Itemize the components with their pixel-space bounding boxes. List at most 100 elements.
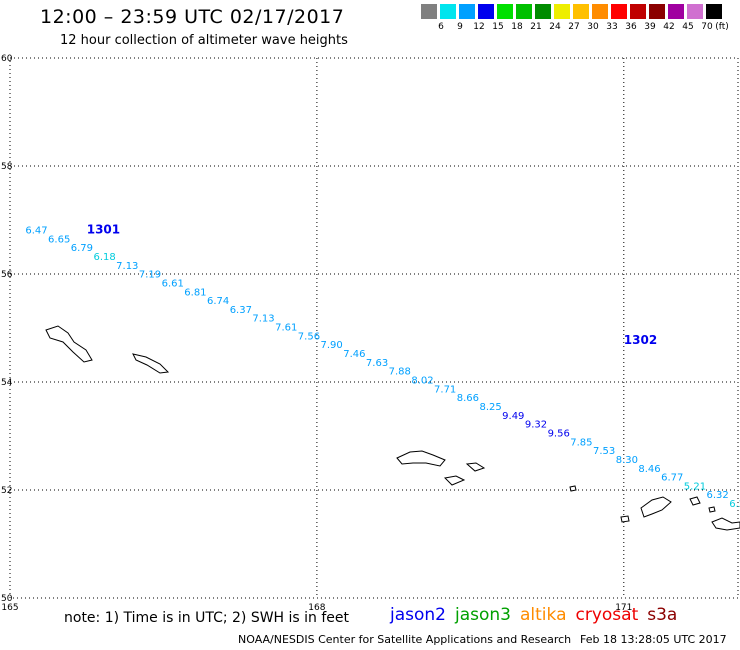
jason2-track-value: 7.19 — [139, 270, 161, 281]
jason2-track-value: 6.32 — [707, 490, 729, 501]
chart-title: 12:00 – 23:59 UTC 02/17/2017 — [40, 6, 345, 28]
jason2-track-value: 7.53 — [593, 446, 615, 457]
land-outlines — [45, 325, 740, 531]
jason2-track-value: 6.77 — [661, 473, 683, 484]
legend-swatch-21 — [535, 4, 551, 19]
legend-label-15: 15 — [492, 22, 504, 32]
jason2-track-value: 7.56 — [298, 331, 320, 342]
chart-subtitle: 12 hour collection of altimeter wave hei… — [60, 33, 348, 48]
credit-line: NOAA/NESDIS Center for Satellite Applica… — [238, 633, 572, 646]
island-aleutian-small-2 — [443, 475, 466, 486]
legend-swatch-15 — [497, 4, 513, 19]
jason2-track-value: 7.46 — [343, 349, 365, 360]
jason2-track-value: 8.46 — [638, 464, 660, 475]
island-aleutian-east — [640, 496, 672, 518]
jason2-track-value: 7.85 — [570, 437, 592, 448]
island-pribilof — [132, 353, 170, 374]
legend-label-27: 27 — [568, 22, 580, 32]
satellite-jason2: jason2 — [390, 605, 446, 625]
satellite-jason3: jason3 — [455, 605, 511, 625]
jason2-track-value: 5.21 — [684, 481, 706, 492]
lat-label: 54 — [1, 378, 13, 388]
pass-time-labels: 12001301130213032304230523062307 — [87, 223, 657, 348]
jason2-track-value: 6.74 — [207, 296, 229, 307]
lon-label: 171 — [615, 603, 632, 613]
jason2-track-value: 6.37 — [230, 305, 252, 316]
legend-label-18: 18 — [511, 22, 523, 32]
jason2-track-value: 6.79 — [71, 243, 93, 254]
jason2-track-value: 9.56 — [548, 428, 570, 439]
island-aleutian-east-2 — [689, 496, 701, 506]
altimeter-tracks: 6.476.656.796.187.137.196.616.816.746.37… — [25, 226, 740, 511]
jason2-track-value: 8.02 — [411, 376, 433, 387]
jason2-track-value: 8.25 — [479, 402, 501, 413]
jason2-track-value: 7.71 — [434, 384, 456, 395]
legend-swatch-33 — [611, 4, 627, 19]
legend-label-70: 70 — [701, 22, 713, 32]
jason2-track-value: 7.61 — [275, 323, 297, 334]
island-aleutian-small-3 — [569, 485, 577, 492]
pass-time-1302: 1302 — [624, 333, 657, 347]
legend-swatch-45 — [687, 4, 703, 19]
jason2-track-value: 6.81 — [184, 287, 206, 298]
generated-timestamp: Feb 18 13:28:05 UTC 2017 — [580, 633, 727, 646]
island-aleutian-small-5 — [708, 506, 716, 513]
satellite-altika: altika — [520, 605, 567, 625]
jason2-track-value: 8.30 — [616, 455, 638, 466]
satellite-legend: jason2 jason3 altika cryosat s3a — [390, 605, 686, 625]
legend-label-45: 45 — [682, 22, 694, 32]
legend-swatch-30 — [592, 4, 608, 19]
jason2-track-value: 7.90 — [321, 340, 343, 351]
island-aleutian-large — [396, 450, 446, 467]
legend-label-30: 30 — [587, 22, 599, 32]
pass-time-1301: 1301 — [87, 223, 120, 237]
jason2-track-value: 7.13 — [252, 314, 274, 325]
island-aleutian-small-1 — [465, 462, 486, 472]
lat-label: 58 — [1, 162, 13, 172]
lon-label: 168 — [308, 603, 325, 613]
island-st-matthew — [45, 325, 93, 363]
jason2-track-value: 8.66 — [457, 393, 479, 404]
legend-label-36: 36 — [625, 22, 637, 32]
lat-label: 60 — [1, 54, 13, 64]
legend-label-12: 12 — [473, 22, 485, 32]
lon-label: 165 — [1, 603, 18, 613]
legend-swatch-9 — [459, 4, 475, 19]
jason2-track-value: 6.61 — [162, 278, 184, 289]
legend-label-33: 33 — [606, 22, 618, 32]
legend-swatch-24 — [554, 4, 570, 19]
legend-swatch-70 — [706, 4, 722, 19]
jason2-track-value: 9.32 — [525, 420, 547, 431]
legend-label-39: 39 — [644, 22, 656, 32]
lat-label: 50 — [1, 594, 13, 604]
legend-unit: (ft) — [715, 22, 729, 32]
lat-label: 56 — [1, 270, 13, 280]
map-border — [9, 57, 739, 599]
footnote: note: 1) Time is in UTC; 2) SWH is in fe… — [64, 610, 350, 626]
legend-label-42: 42 — [663, 22, 675, 32]
island-aleutian-east-3 — [711, 517, 740, 531]
legend-label-6: 6 — [438, 22, 444, 32]
jason2-track-value: 7.88 — [389, 367, 411, 378]
legend-label-21: 21 — [530, 22, 542, 32]
jason2-track-value: 7.13 — [116, 261, 138, 272]
legend-swatch-12 — [478, 4, 494, 19]
legend-label-9: 9 — [457, 22, 463, 32]
legend-swatch-42 — [668, 4, 684, 19]
satellite-cryosat: cryosat — [575, 605, 639, 625]
satellite-s3a: s3a — [647, 605, 678, 625]
legend-swatch-36 — [630, 4, 646, 19]
island-aleutian-small-4 — [620, 515, 630, 523]
map-grid: 605856545250165168171174177 — [1, 54, 739, 613]
legend-swatch-3 — [421, 4, 437, 19]
jason2-track-value: 6.47 — [25, 226, 47, 237]
legend-swatch-18 — [516, 4, 532, 19]
jason2-track-value: 9.49 — [502, 411, 524, 422]
legend-swatch-6 — [440, 4, 456, 19]
lat-label: 52 — [1, 486, 12, 496]
jason2-track-value: 6.65 — [48, 234, 70, 245]
jason2-track-value: 7.63 — [366, 358, 388, 369]
legend-swatch-39 — [649, 4, 665, 19]
legend-swatch-27 — [573, 4, 589, 19]
